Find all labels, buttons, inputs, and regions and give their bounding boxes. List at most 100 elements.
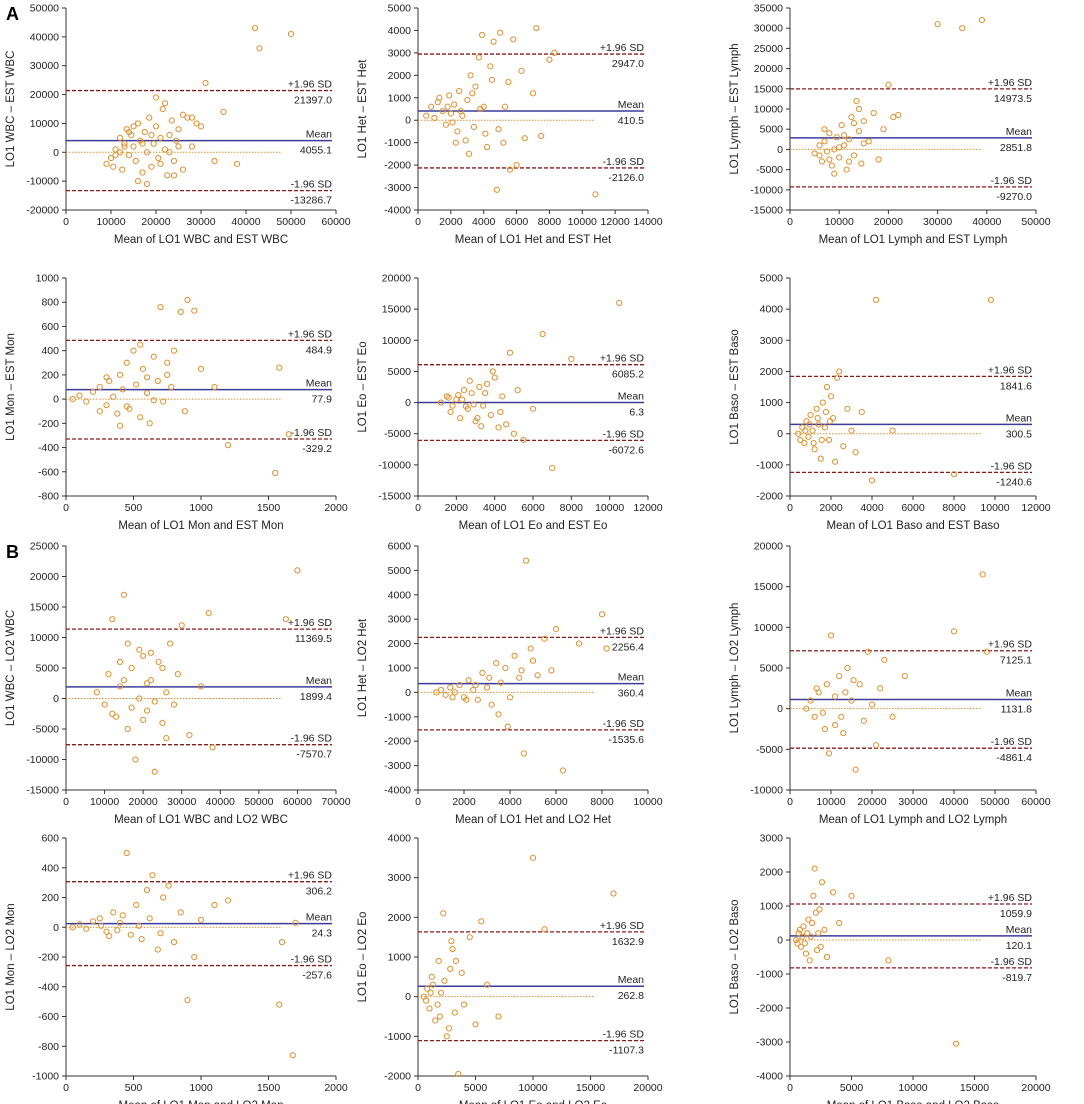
- data-point: [83, 398, 90, 405]
- data-point: [96, 383, 103, 391]
- x-tick-label: 1500: [257, 1082, 281, 1094]
- x-tick-label: 8000: [538, 216, 562, 228]
- lower-value-label: -9270.0: [996, 191, 1032, 203]
- data-point: [432, 1017, 439, 1024]
- data-point: [810, 439, 817, 447]
- data-point: [455, 391, 462, 399]
- y-tick-label: 0: [53, 394, 59, 406]
- y-tick-label: 30000: [30, 60, 59, 72]
- data-point: [103, 160, 110, 167]
- x-tick-label: 60000: [283, 796, 312, 808]
- data-point: [813, 405, 820, 412]
- y-tick-label: 800: [41, 297, 59, 309]
- data-point: [952, 1040, 960, 1047]
- data-point: [858, 160, 865, 167]
- data-point: [276, 364, 283, 371]
- data-point: [491, 374, 498, 381]
- data-point: [827, 632, 835, 639]
- data-point: [934, 21, 941, 28]
- y-tick-label: 0: [777, 703, 783, 715]
- x-tick-label: 1500: [257, 502, 281, 514]
- data-point: [845, 158, 853, 165]
- data-point: [495, 424, 502, 431]
- y-axis-title: LO1 Eo – EST Eo: [357, 341, 369, 432]
- y-tick-label: -5000: [756, 744, 783, 756]
- x-tick-label: 6000: [901, 502, 925, 514]
- data-point: [490, 38, 497, 45]
- data-point: [809, 919, 816, 927]
- data-point: [123, 849, 130, 856]
- data-point: [497, 29, 504, 36]
- data-point: [447, 110, 454, 117]
- upper-label: +1.96 SD: [600, 42, 644, 54]
- data-point: [147, 649, 154, 656]
- data-point: [514, 387, 521, 394]
- data-point: [806, 957, 813, 964]
- data-point: [811, 150, 818, 157]
- data-point: [836, 154, 843, 161]
- upper-value-label: 484.9: [306, 344, 332, 356]
- data-point: [119, 386, 126, 393]
- x-tick-label: 15000: [576, 1082, 605, 1094]
- chart-2: -4000 -3000 -2000 -1000 0 1000 2000 3000 4000 500…: [357, 3, 663, 247]
- data-point: [510, 430, 517, 437]
- data-point: [449, 694, 456, 701]
- lower-value-label: -1107.3: [609, 1045, 644, 1057]
- y-tick-label: 3000: [760, 335, 784, 347]
- data-point: [979, 571, 986, 578]
- data-point: [844, 664, 851, 672]
- data-point: [495, 1013, 502, 1020]
- x-axis-title: Mean of LO1 Baso and LO2 Baso: [827, 1100, 1000, 1104]
- data-point: [197, 916, 205, 923]
- data-point: [451, 689, 458, 696]
- y-tick-label: -10000: [26, 754, 59, 766]
- chart-5: -15000 -10000 -5000 0 5000 10000 15000 20000 0 20…: [357, 273, 663, 533]
- upper-label: +1.96 SD: [288, 617, 332, 629]
- lower-value-label: -7570.7: [296, 749, 332, 761]
- data-point: [465, 677, 472, 684]
- data-point: [506, 166, 514, 173]
- data-point: [106, 933, 113, 940]
- data-point: [799, 933, 806, 940]
- y-tick-label: -10000: [750, 184, 783, 196]
- data-point: [549, 464, 556, 472]
- data-point: [170, 172, 178, 179]
- lower-label: -1.96 SD: [991, 460, 1033, 472]
- y-tick-label: -3000: [384, 760, 411, 772]
- data-point: [836, 368, 843, 375]
- data-point: [497, 679, 504, 686]
- data-point: [832, 721, 839, 729]
- data-point: [873, 742, 880, 749]
- data-point: [840, 729, 847, 737]
- y-tick-label: 0: [405, 115, 411, 127]
- data-point: [502, 664, 509, 672]
- data-point: [93, 689, 100, 696]
- upper-label: +1.96 SD: [288, 870, 332, 882]
- y-tick-label: 5000: [760, 273, 784, 285]
- y-tick-label: 10000: [30, 118, 59, 130]
- y-tick-label: 15000: [30, 602, 59, 614]
- data-point: [112, 152, 119, 159]
- x-tick-label: 50000: [980, 796, 1009, 808]
- y-tick-label: -600: [38, 1011, 59, 1023]
- y-tick-label: 20000: [30, 89, 59, 101]
- data-point: [475, 54, 482, 61]
- data-point: [150, 140, 157, 147]
- data-point: [506, 349, 514, 356]
- data-point: [132, 756, 139, 763]
- data-point: [452, 957, 460, 965]
- mean-value-label: 4055.1: [300, 145, 332, 157]
- y-tick-label: 5000: [388, 366, 412, 378]
- data-point: [119, 912, 126, 919]
- data-point: [89, 918, 97, 925]
- data-point: [503, 421, 510, 428]
- x-tick-label: 4000: [860, 502, 884, 514]
- data-point: [445, 394, 452, 401]
- data-point: [818, 436, 825, 444]
- data-point: [841, 142, 848, 149]
- data-point: [488, 701, 495, 708]
- data-point: [853, 97, 860, 105]
- data-point: [802, 427, 809, 434]
- y-axis-title: LO1 Lymph – LO2 Lymph: [729, 603, 741, 734]
- data-point: [437, 686, 445, 694]
